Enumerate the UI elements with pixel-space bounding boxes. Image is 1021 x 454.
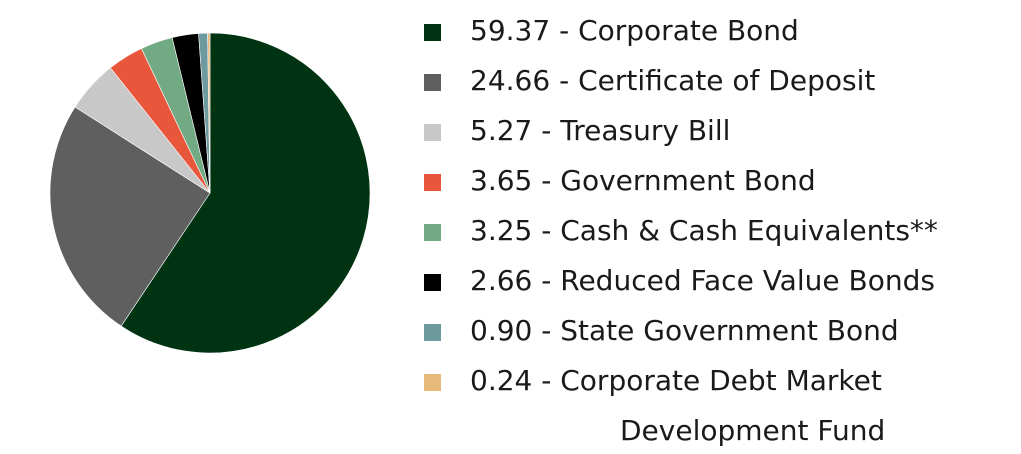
- legend-swatch: [424, 24, 441, 41]
- legend-value: 2.66: [470, 264, 533, 297]
- legend-value: 5.27: [470, 114, 533, 147]
- legend-category: Certificate of Deposit: [578, 64, 876, 97]
- pie-chart: [49, 32, 371, 354]
- legend-category-line2: Development Fund: [620, 414, 886, 447]
- legend-category: Corporate Debt Market: [560, 364, 882, 397]
- pie-slice-1: [120, 32, 371, 354]
- legend-swatch: [424, 224, 441, 241]
- legend-swatch: [424, 124, 441, 141]
- legend-swatch: [424, 74, 441, 91]
- legend-value: 3.65: [470, 164, 533, 197]
- legend-swatch: [424, 324, 441, 341]
- legend-label: 59.37 - Corporate Bond: [470, 14, 799, 47]
- legend-category: Government Bond: [560, 164, 816, 197]
- legend-label: 2.66 - Reduced Face Value Bonds: [470, 264, 935, 297]
- legend-swatch: [424, 174, 441, 191]
- legend-category: Reduced Face Value Bonds: [560, 264, 935, 297]
- legend-value: 59.37: [470, 14, 551, 47]
- legend-item: 3.65 - Government Bond: [424, 159, 1014, 209]
- pie-slices: [49, 32, 371, 354]
- legend-swatch: [424, 374, 441, 391]
- legend-category: Cash & Cash Equivalents**: [560, 214, 938, 247]
- legend-label: 5.27 - Treasury Bill: [470, 114, 731, 147]
- legend-item: 5.27 - Treasury Bill: [424, 109, 1014, 159]
- legend-category: Treasury Bill: [560, 114, 731, 147]
- legend-item: 24.66 - Certificate of Deposit: [424, 59, 1014, 109]
- legend-item: 3.25 - Cash & Cash Equivalents**: [424, 209, 1014, 259]
- legend: 59.37 - Corporate Bond 24.66 - Certificat…: [424, 9, 1014, 447]
- legend-category: State Government Bond: [560, 314, 899, 347]
- legend-label: 3.65 - Government Bond: [470, 164, 816, 197]
- legend-label: 0.90 - State Government Bond: [470, 314, 899, 347]
- pie-slice-2: [49, 106, 211, 327]
- legend-value: 24.66: [470, 64, 551, 97]
- legend-item: 2.66 - Reduced Face Value Bonds: [424, 259, 1014, 309]
- legend-label: 3.25 - Cash & Cash Equivalents**: [470, 214, 938, 247]
- legend-item: 0.24 - Corporate Debt Market Development …: [424, 359, 1014, 447]
- legend-item: 0.90 - State Government Bond: [424, 309, 1014, 359]
- legend-value: 0.24: [470, 364, 533, 397]
- legend-label: 0.24 - Corporate Debt Market Development …: [470, 361, 885, 451]
- pie-slice-8: [207, 32, 211, 194]
- legend-category: Corporate Bond: [578, 14, 799, 47]
- legend-swatch: [424, 274, 441, 291]
- legend-value: 3.25: [470, 214, 533, 247]
- legend-item: 59.37 - Corporate Bond: [424, 9, 1014, 59]
- legend-label: 24.66 - Certificate of Deposit: [470, 64, 876, 97]
- legend-value: 0.90: [470, 314, 533, 347]
